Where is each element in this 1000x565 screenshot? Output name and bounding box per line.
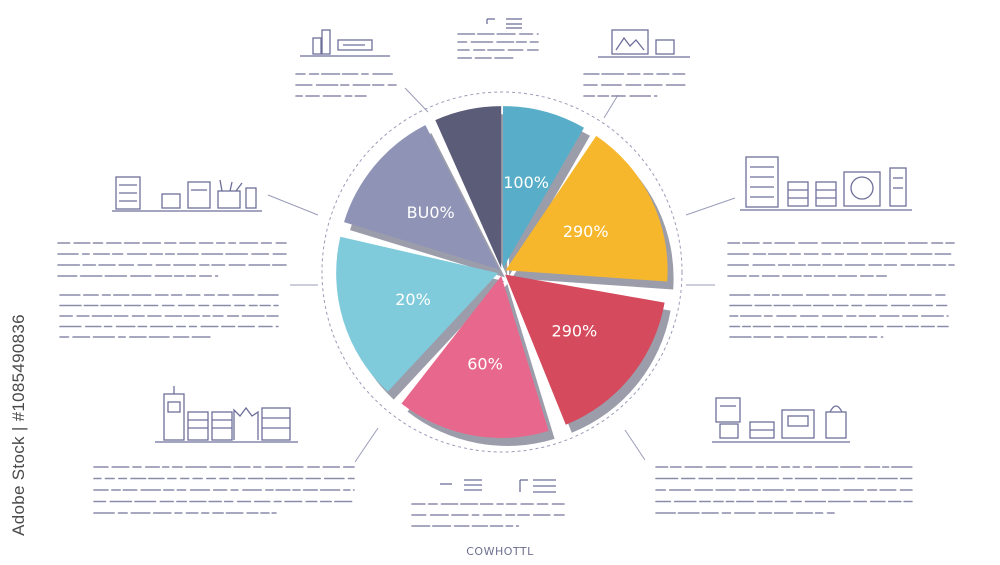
watermark-text: Adobe Stock | #1085490836 xyxy=(9,314,28,536)
text-block-left-lower xyxy=(59,294,279,338)
connector-lines xyxy=(267,87,736,463)
pie-slice xyxy=(336,236,499,392)
watermark: Adobe Stock | #1085490836 xyxy=(4,300,34,550)
connector-line xyxy=(404,87,429,113)
icon-groups xyxy=(112,18,912,493)
list-icon xyxy=(440,479,556,493)
text-block-top-right xyxy=(583,73,686,97)
slice-labels: 100% 290% 290% 60% 20% BU0% xyxy=(395,173,608,373)
pie-slice xyxy=(505,274,665,425)
text-block-bottom-right xyxy=(655,466,913,514)
city-skyline-icon xyxy=(155,386,298,443)
slice-label: 290% xyxy=(552,322,598,341)
pie-slice xyxy=(344,125,499,270)
document-lines-icon xyxy=(486,18,522,29)
text-block-top-left xyxy=(295,73,397,97)
text-block-right-lower xyxy=(729,294,949,338)
connector-line xyxy=(603,94,619,119)
building-chart-icon xyxy=(300,29,390,57)
pie-slice xyxy=(503,106,584,269)
slice-label: 60% xyxy=(467,355,503,374)
text-block-bottom-left xyxy=(93,466,355,514)
connector-line xyxy=(267,194,319,216)
text-block-top-center xyxy=(457,33,539,59)
connector-line xyxy=(685,197,736,216)
file-cabinet-icon xyxy=(740,156,912,211)
slice-label: 100% xyxy=(503,173,549,192)
dashed-outer-ring xyxy=(321,91,683,453)
placeholder-text-blocks xyxy=(57,33,955,527)
text-block-left-upper xyxy=(57,242,287,277)
pie-slice xyxy=(505,135,668,282)
text-block-right-upper xyxy=(727,242,955,277)
connector-line xyxy=(354,427,379,463)
dashed-ring xyxy=(321,91,683,453)
office-supplies-icon xyxy=(112,176,262,212)
pie-slice xyxy=(435,106,502,269)
pie-slice xyxy=(401,275,549,438)
monitor-chart-icon xyxy=(598,29,690,58)
slice-label: 290% xyxy=(563,222,609,241)
slice-label: 20% xyxy=(395,290,431,309)
shopping-icon xyxy=(712,397,850,443)
connector-line xyxy=(624,429,646,461)
footer-label: COWHOTTL xyxy=(466,545,534,558)
slice-label: BU0% xyxy=(407,203,455,222)
text-block-bottom-center xyxy=(411,503,565,527)
pie-slices xyxy=(336,106,668,438)
